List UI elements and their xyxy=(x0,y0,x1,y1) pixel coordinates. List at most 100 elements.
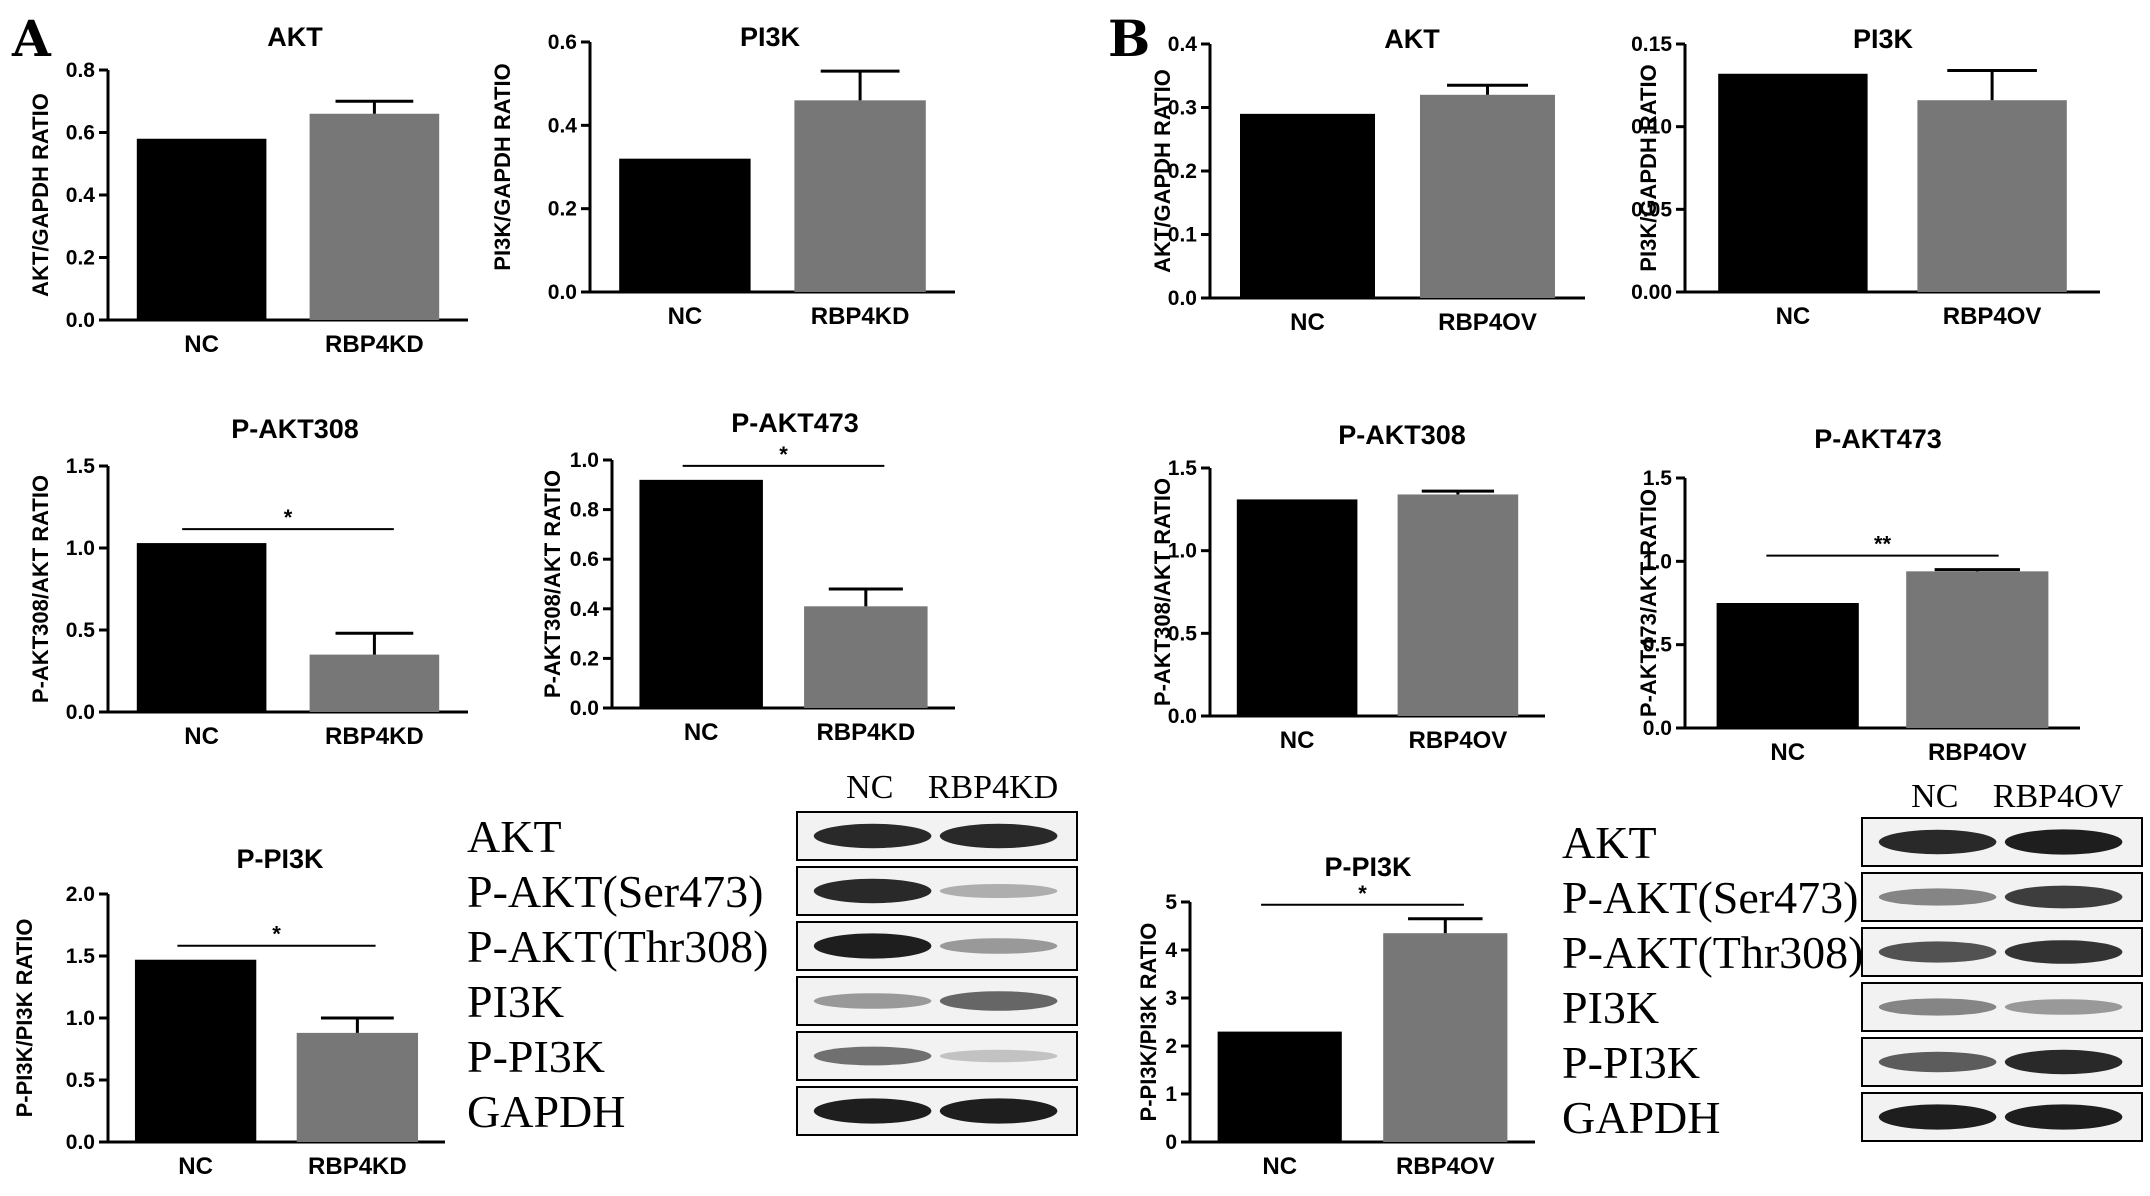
y-tick-label: 0.4 xyxy=(1168,33,1198,56)
category-label: NC xyxy=(1262,1153,1297,1180)
y-tick-label: 0.5 xyxy=(66,619,96,642)
y-tick-label: 0.4 xyxy=(66,184,96,207)
category-label: NC xyxy=(684,719,719,746)
bar-nc xyxy=(136,543,267,712)
y-tick-label: 0.8 xyxy=(570,499,600,522)
chart-title: PI3K xyxy=(1853,24,1914,54)
y-tick-label: 0.0 xyxy=(66,1131,95,1154)
blot-band xyxy=(813,1046,932,1066)
bar-rbp4ov xyxy=(1397,494,1519,716)
category-label: NC xyxy=(178,1153,213,1180)
chart-title: AKT xyxy=(1384,24,1440,54)
y-tick-label: 1.0 xyxy=(1643,550,1672,573)
y-tick-label: 1 xyxy=(1165,1083,1177,1106)
y-axis-label: PI3K/GAPDH RATIO xyxy=(1636,64,1661,271)
bar-nc xyxy=(1236,499,1358,716)
blot-row-label: P-PI3K xyxy=(1562,1037,1700,1088)
bar-rbp4ov xyxy=(1383,933,1508,1142)
blot-band xyxy=(1878,998,1997,1016)
bar-rbp4kd xyxy=(804,606,928,708)
y-tick-label: 0.6 xyxy=(66,122,95,145)
blot-row-label: P-AKT(Thr308) xyxy=(467,921,769,972)
chart-6: AKT AKT/GAPDH RATIO 0.0 0.1 0.2 0.3 0.4 NC RBP4O… xyxy=(1150,24,1585,336)
category-label: NC xyxy=(1280,727,1315,754)
y-tick-label: 0 xyxy=(1165,1131,1177,1154)
y-tick-label: 0.2 xyxy=(570,647,599,670)
western-blot-1: NC RBP4KD AKTP-AKT(Ser473)P-AKT(Thr308)PI3… xyxy=(467,769,1078,1137)
category-label: RBP4KD xyxy=(308,1153,407,1180)
blot-lane-label: RBP4OV xyxy=(1993,778,2124,815)
y-tick-label: 0.5 xyxy=(66,1069,96,1092)
y-tick-label: 0.6 xyxy=(570,548,599,571)
blot-row-label: P-AKT(Ser473) xyxy=(467,866,763,917)
y-tick-label: 0.0 xyxy=(1168,705,1197,728)
category-label: RBP4OV xyxy=(1438,309,1537,336)
y-axis-label: PI3K/GAPDH RATIO xyxy=(490,63,515,270)
y-tick-label: 2.0 xyxy=(66,883,95,906)
y-tick-label: 0.0 xyxy=(1168,287,1197,310)
chart-7: PI3K PI3K/GAPDH RATIO 0.00 0.05 0.10 0.15 NC RB… xyxy=(1631,24,2100,330)
blot-band xyxy=(813,933,932,959)
category-label: RBP4OV xyxy=(1943,303,2042,330)
blot-row-label: GAPDH xyxy=(1562,1092,1720,1143)
y-axis-label: AKT/GAPDH RATIO xyxy=(1150,69,1175,273)
bar-rbp4kd xyxy=(794,100,926,292)
blot-band xyxy=(1878,1051,1997,1073)
bar-rbp4kd xyxy=(296,1032,419,1142)
y-tick-label: 0.8 xyxy=(66,59,96,82)
blot-band xyxy=(1878,941,1997,963)
y-tick-label: 0.2 xyxy=(66,247,95,270)
category-label: NC xyxy=(1770,739,1805,766)
y-tick-label: 1.5 xyxy=(1168,457,1198,480)
y-tick-label: 0.6 xyxy=(548,31,577,54)
western-blot-2: NC RBP4OV AKTP-AKT(Ser473)P-AKT(Thr308)PI3… xyxy=(1562,778,2143,1143)
category-label: NC xyxy=(184,331,219,358)
blot-row-label: P-AKT(Ser473) xyxy=(1562,872,1858,923)
blot-row-label: PI3K xyxy=(467,976,564,1027)
blot-band xyxy=(939,1049,1058,1063)
y-tick-label: 1.0 xyxy=(570,449,599,472)
y-tick-label: 1.5 xyxy=(66,455,96,478)
blot-lane-label: NC xyxy=(846,769,893,806)
y-tick-label: 0.00 xyxy=(1631,281,1672,304)
blot-band xyxy=(2004,940,2123,964)
bar-nc xyxy=(619,158,751,292)
blot-band xyxy=(813,878,932,904)
bar-rbp4ov xyxy=(1917,100,2067,292)
y-tick-label: 0.15 xyxy=(1631,33,1672,56)
y-axis-label: P-PI3K/PI3K RATIO xyxy=(1136,923,1161,1122)
blot-band xyxy=(2004,1104,2123,1130)
significance-marker: * xyxy=(284,505,293,530)
y-axis-label: P-AKT308/AKT RATIO xyxy=(540,470,565,698)
y-axis-label: P-PI3K/PI3K RATIO xyxy=(12,919,37,1118)
y-tick-label: 1.5 xyxy=(1643,467,1673,490)
category-label: NC xyxy=(668,303,703,330)
category-label: RBP4KD xyxy=(811,303,910,330)
blot-band xyxy=(939,1098,1058,1124)
blot-row-label: PI3K xyxy=(1562,982,1659,1033)
y-tick-label: 1.0 xyxy=(66,537,95,560)
category-label: NC xyxy=(1290,309,1325,336)
y-tick-label: 0.0 xyxy=(66,309,95,332)
blot-band xyxy=(939,938,1058,954)
chart-title: P-AKT308 xyxy=(231,414,359,444)
y-axis-label: P-AKT308/AKT RATIO xyxy=(1150,478,1175,706)
blot-band xyxy=(2004,829,2123,855)
y-tick-label: 0.10 xyxy=(1631,116,1672,139)
significance-marker: * xyxy=(779,442,788,467)
y-tick-label: 4 xyxy=(1165,939,1177,962)
blot-row-label: P-AKT(Thr308) xyxy=(1562,927,1864,978)
bar-nc xyxy=(639,479,763,708)
y-tick-label: 5 xyxy=(1165,891,1177,914)
y-axis-label: P-AKT308/AKT RATIO xyxy=(28,475,53,703)
bar-nc xyxy=(1718,73,1868,292)
y-tick-label: 3 xyxy=(1165,987,1177,1010)
blot-band xyxy=(1878,1104,1997,1130)
blot-band xyxy=(813,993,932,1009)
chart-5: P-PI3K P-PI3K/PI3K RATIO 0.0 0.5 1.0 1.5 2.0 NC… xyxy=(12,844,445,1180)
category-label: RBP4OV xyxy=(1396,1153,1495,1180)
y-tick-label: 0.0 xyxy=(1643,717,1672,740)
blot-band xyxy=(939,884,1058,898)
